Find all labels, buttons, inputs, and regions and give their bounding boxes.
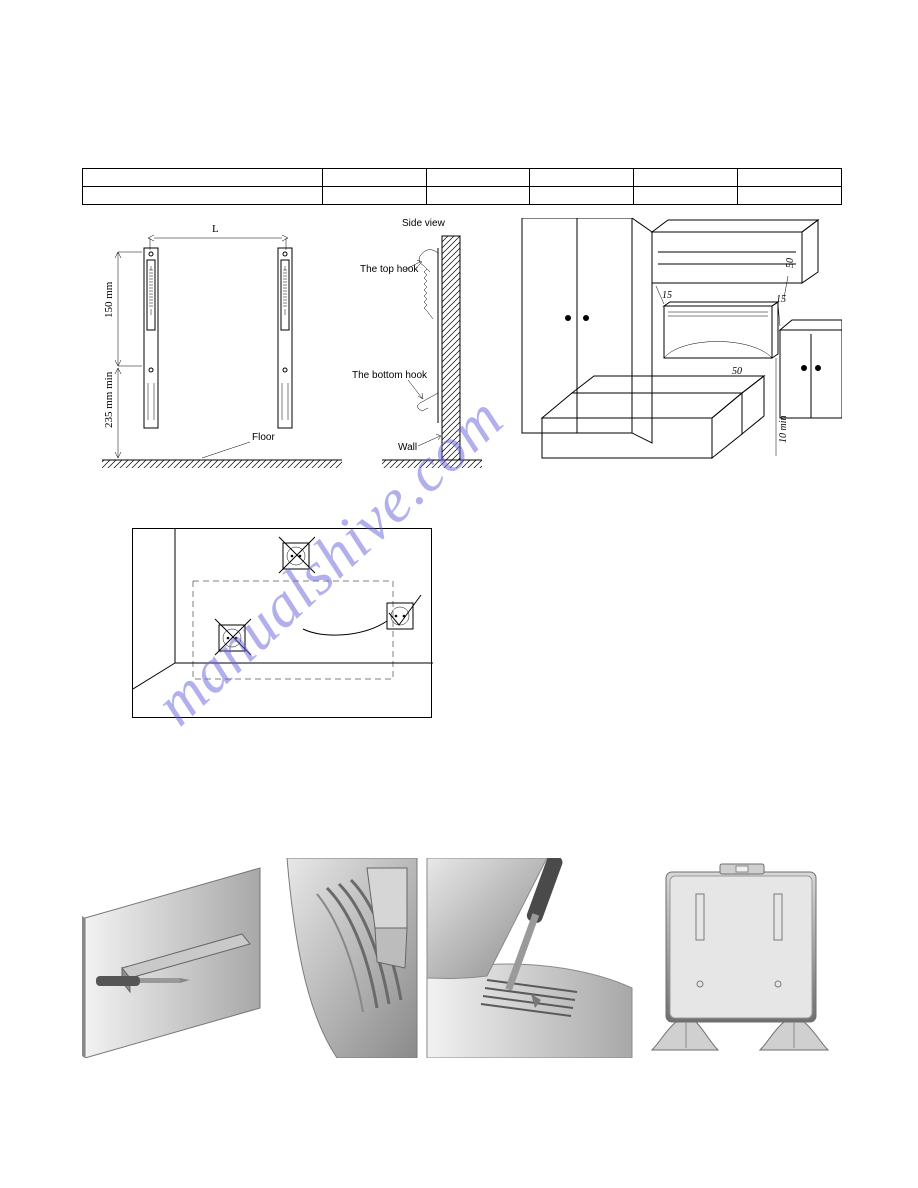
dim-L: L (212, 223, 219, 235)
dim-front-50: 50 (732, 366, 742, 377)
label-wall: Wall (398, 442, 417, 453)
feet-panel-1 (82, 868, 260, 1058)
dim-top-50: 50 (785, 258, 796, 268)
bracket-right (278, 248, 292, 428)
dim-left-15: 15 (662, 290, 672, 301)
bracket-left (144, 248, 158, 428)
feet-panel-4 (652, 864, 828, 1050)
figure-feet-assembly (82, 858, 842, 1058)
label-floor: Floor (252, 432, 275, 443)
table-row (83, 187, 842, 205)
feet-svg (82, 858, 842, 1058)
dim-floor-10min: 10 min (778, 416, 789, 444)
room-svg: 15 15 50 50 10 min (512, 218, 842, 478)
figure-room-clearance: 15 15 50 50 10 min (512, 218, 842, 478)
figure-wall-bracket: L 150 mm 235 mm min (82, 218, 482, 478)
feet-panel-3 (427, 858, 632, 1058)
sockets-svg (133, 529, 433, 719)
dimensions-table (82, 168, 842, 205)
label-side-view: Side view (402, 218, 446, 229)
dim-150mm: 150 mm (103, 281, 115, 318)
table-row (83, 169, 842, 187)
socket-top-wrong (279, 537, 315, 573)
socket-left-wrong (215, 619, 251, 655)
label-top-hook: The top hook (360, 264, 419, 275)
label-bottom-hook: The bottom hook (352, 370, 428, 381)
document-page: L 150 mm 235 mm min (82, 48, 842, 1140)
dim-235mm: 235 mm min (103, 371, 115, 428)
wall-bracket-svg: L 150 mm 235 mm min (82, 218, 482, 478)
socket-right-ok (387, 595, 421, 629)
figure-socket-positions (132, 528, 432, 718)
feet-panel-2 (267, 858, 417, 1058)
